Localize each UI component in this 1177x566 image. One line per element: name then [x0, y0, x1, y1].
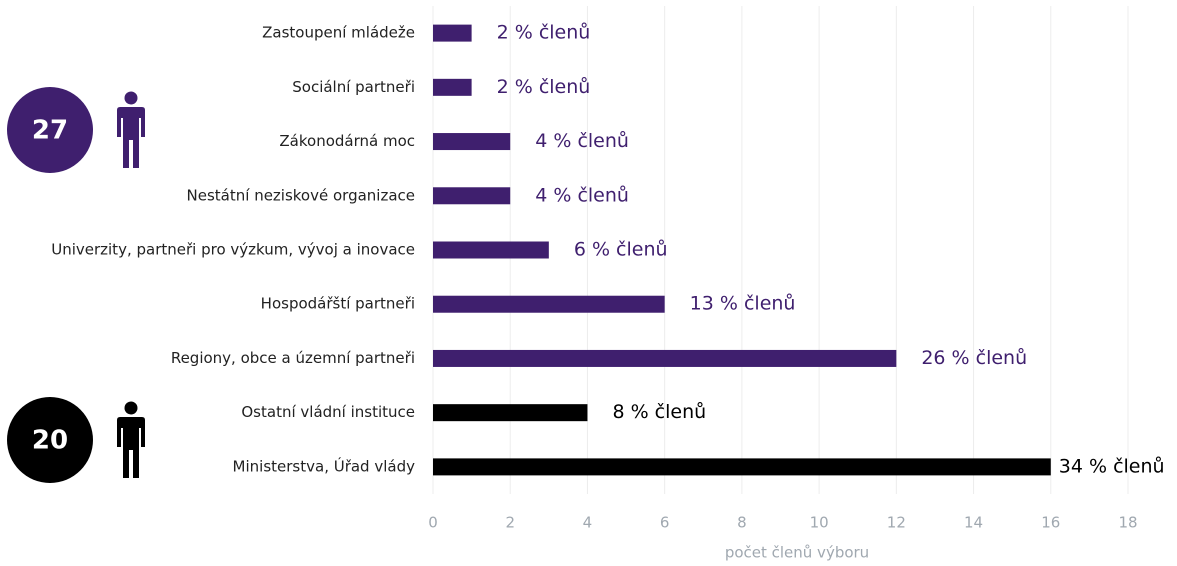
value-annotation: 34 % členů	[1059, 455, 1165, 477]
x-axis-label: počet členů výboru	[725, 544, 869, 562]
person-icon	[117, 401, 145, 478]
person-head	[124, 91, 138, 105]
x-tick-label: 8	[737, 514, 747, 532]
bar	[433, 24, 472, 42]
bar	[433, 78, 472, 96]
group-badge	[7, 87, 93, 173]
y-tick-label: Zákonodárná moc	[279, 132, 415, 150]
person-icon	[117, 91, 145, 168]
person-head	[124, 401, 138, 415]
bar	[433, 404, 588, 422]
x-tick-label: 10	[810, 514, 829, 532]
bar	[433, 295, 665, 313]
person-body	[117, 107, 145, 168]
bar	[433, 241, 549, 259]
x-tick-label: 18	[1118, 514, 1137, 532]
x-tick-label: 2	[505, 514, 515, 532]
value-annotation: 2 % členů	[497, 76, 591, 98]
person-body	[117, 417, 145, 478]
value-annotation: 13 % členů	[690, 293, 796, 315]
group-count: 20	[32, 426, 68, 456]
value-annotation: 4 % členů	[535, 130, 629, 152]
group-count: 27	[32, 116, 68, 146]
value-annotation: 6 % členů	[574, 239, 668, 261]
x-tick-label: 4	[583, 514, 593, 532]
x-tick-label: 16	[1041, 514, 1060, 532]
y-tick-label: Nestátní neziskové organizace	[187, 186, 415, 204]
y-tick-label: Ministerstva, Úřad vlády	[233, 456, 416, 475]
y-tick-label: Zastoupení mládeže	[262, 24, 415, 42]
x-tick-label: 12	[887, 514, 906, 532]
y-tick-label: Sociální partneři	[292, 78, 415, 96]
x-tick-label: 6	[660, 514, 670, 532]
x-tick-label: 14	[964, 514, 983, 532]
value-annotation: 8 % členů	[612, 401, 706, 423]
y-tick-label: Ostatní vládní instituce	[241, 403, 415, 421]
value-annotation: 4 % členů	[535, 184, 629, 206]
bar	[433, 458, 1051, 476]
group-badge	[7, 397, 93, 483]
bar	[433, 133, 511, 151]
y-tick-label: Hospodářští partneři	[261, 295, 415, 313]
x-tick-label: 0	[428, 514, 438, 532]
bar	[433, 349, 897, 367]
y-tick-label: Univerzity, partneři pro výzkum, vývoj a…	[51, 241, 415, 259]
y-tick-label: Regiony, obce a územní partneři	[171, 349, 415, 367]
value-annotation: 26 % členů	[921, 347, 1027, 369]
bar	[433, 187, 511, 205]
value-annotation: 2 % členů	[497, 22, 591, 44]
